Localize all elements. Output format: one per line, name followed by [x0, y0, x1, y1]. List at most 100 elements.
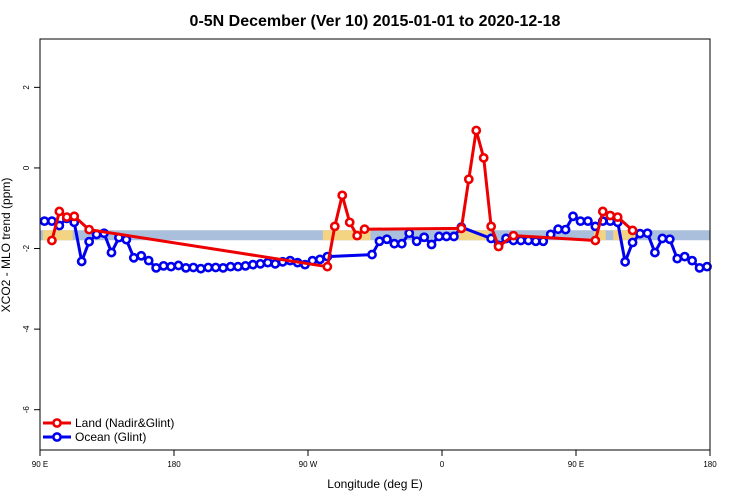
- ocean-data-point: [210, 262, 221, 273]
- ocean-data-point: [635, 228, 645, 239]
- land-data-point: [61, 212, 72, 222]
- land-data-point: [337, 190, 348, 201]
- land-data-point: [493, 241, 504, 252]
- land-data-point: [627, 225, 638, 236]
- ocean-data-point: [39, 216, 50, 227]
- ocean-data-point: [188, 262, 199, 273]
- ocean-data-point: [382, 234, 392, 245]
- ocean-data-point: [530, 236, 541, 247]
- legend-land-label: Land (Nadir&Glint): [75, 416, 174, 430]
- ocean-data-point: [106, 247, 117, 258]
- ocean-data-point: [143, 255, 154, 266]
- y-tick-label: -2: [22, 244, 31, 252]
- ocean-data-point: [694, 262, 705, 273]
- ocean-data-point: [404, 228, 415, 239]
- ocean-data-point: [158, 260, 169, 271]
- ocean-data-point: [657, 233, 668, 244]
- ocean-data-point: [181, 262, 191, 273]
- ocean-data-point: [76, 256, 87, 267]
- ocean-data-point: [568, 211, 578, 222]
- plot-frame: [39, 38, 711, 451]
- ocean-data-point: [396, 238, 407, 249]
- y-axis-label: XCO2 - MLO trend (ppm): [0, 178, 13, 313]
- ocean-data-point: [47, 216, 57, 227]
- ocean-data-point: [419, 232, 430, 243]
- legend-ocean-label: Ocean (Glint): [75, 430, 146, 444]
- y-tick-label: -6: [22, 406, 31, 414]
- ocean-data-point: [672, 253, 683, 264]
- ocean-data-point: [449, 231, 459, 242]
- ocean-data-point: [248, 259, 258, 270]
- land-data-point: [597, 206, 608, 217]
- ocean-data-point: [270, 258, 281, 269]
- ocean-data-point: [620, 256, 631, 267]
- ocean-data-point: [441, 231, 452, 242]
- ocean-data-point: [128, 252, 139, 263]
- x-tick-label: 90 E: [568, 460, 584, 469]
- chart-title: 0-5N December (Ver 10) 2015-01-01 to 202…: [190, 13, 561, 30]
- ocean-data-point: [516, 235, 526, 246]
- land-data-point: [352, 230, 363, 241]
- land-data-point: [605, 210, 616, 221]
- ocean-data-point: [702, 261, 712, 272]
- land-data-point: [590, 235, 601, 246]
- ocean-data-point: [664, 234, 675, 245]
- ocean-data-point: [389, 238, 400, 249]
- ocean-data-point: [426, 239, 437, 250]
- land-data-point: [456, 223, 467, 234]
- x-tick-label: 180: [703, 460, 717, 469]
- y-axis: 2 0 -2 -4 -6: [22, 85, 40, 414]
- x-axis: 90 E 180 90 W 0 90 E 180: [32, 450, 717, 469]
- ocean-data-point: [136, 250, 147, 261]
- ocean-data-point: [240, 260, 251, 271]
- ocean-data-point: [173, 260, 184, 271]
- x-tick-label: 0: [440, 460, 445, 469]
- land-data-point: [486, 221, 497, 232]
- ocean-data-point: [255, 258, 266, 269]
- ocean-data-point: [679, 251, 690, 262]
- ocean-data-point: [687, 255, 698, 266]
- ocean-data-point: [262, 257, 273, 268]
- land-data-point: [322, 261, 333, 272]
- ocean-data-point: [151, 262, 162, 273]
- ocean-data-point: [583, 216, 593, 227]
- ocean-data-point: [553, 224, 564, 235]
- land-data-point: [84, 224, 95, 235]
- land-data-point: [329, 221, 340, 232]
- land-data-point: [47, 235, 57, 246]
- land-data-point: [359, 224, 370, 235]
- y-tick-label: 2: [22, 85, 31, 90]
- ocean-data-point: [84, 236, 95, 247]
- land-data-point: [54, 206, 65, 217]
- land-data-point: [471, 125, 482, 136]
- x-tick-label: 180: [167, 460, 181, 469]
- legend: Land (Nadir&Glint)Ocean (Glint): [43, 416, 174, 444]
- legend-ocean-marker: [52, 432, 62, 442]
- land-data-point: [478, 152, 489, 163]
- ocean-data-point: [166, 261, 176, 272]
- ocean-data-point: [218, 262, 229, 273]
- ocean-data-point: [642, 228, 653, 239]
- ocean-data-point: [374, 236, 385, 247]
- land-data-point: [344, 217, 355, 228]
- ocean-data-point: [225, 261, 236, 272]
- ocean-data-point: [627, 237, 638, 248]
- x-axis-label: Longitude (deg E): [327, 477, 422, 491]
- land-data-point: [69, 211, 80, 222]
- x-tick-label: 90 E: [32, 460, 48, 469]
- ocean-data-point: [315, 254, 325, 265]
- land-data-point: [463, 174, 474, 185]
- ocean-data-point: [575, 216, 586, 227]
- legend-land-marker: [52, 418, 62, 428]
- ocean-data-point: [203, 262, 214, 273]
- y-tick-label: 0: [22, 165, 31, 170]
- land-data-point: [508, 230, 519, 241]
- x-tick-label: 90 W: [299, 460, 318, 469]
- ocean-data-point: [411, 236, 422, 247]
- ocean-data-point: [434, 231, 444, 242]
- ocean-data-point: [195, 263, 206, 274]
- ocean-data-point: [650, 247, 660, 258]
- ocean-data-point: [560, 224, 571, 235]
- ocean-data-point: [233, 261, 243, 272]
